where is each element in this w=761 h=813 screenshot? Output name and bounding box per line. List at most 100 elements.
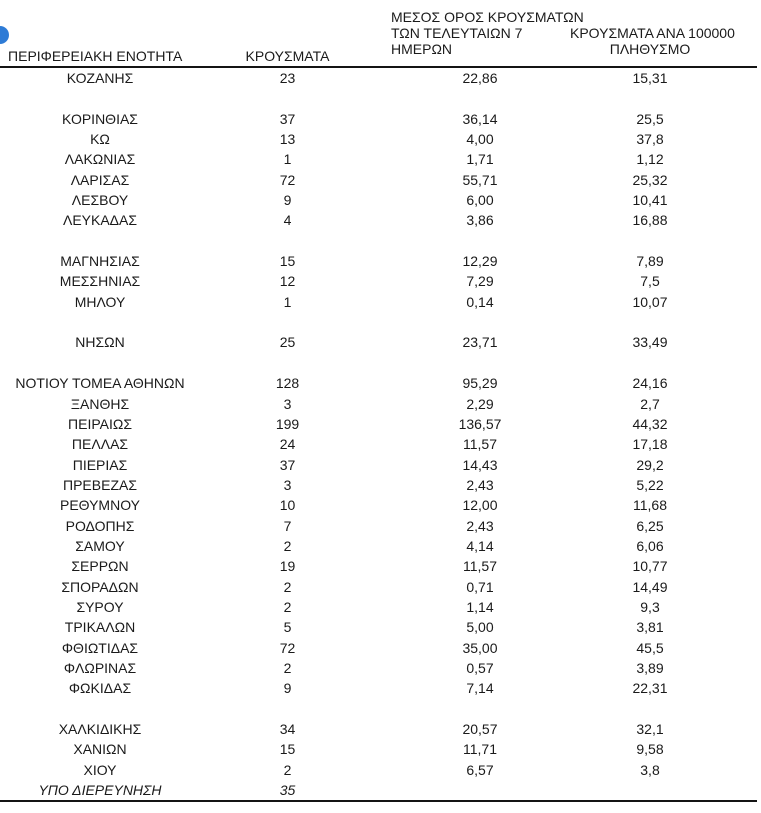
cell-cases: 15 (279, 253, 296, 270)
cell-region: ΧΑΝΙΩΝ (73, 741, 127, 758)
table-row: ΛΑΚΩΝΙΑΣ 1 1,71 1,12 (0, 149, 757, 169)
table-row: ΣΥΡΟΥ 2 1,14 9,3 (0, 597, 757, 617)
cell-cases: 1 (283, 151, 292, 168)
table-row: ΦΘΙΩΤΙΔΑΣ 72 35,00 45,5 (0, 638, 757, 658)
cell-cases: 9 (283, 192, 292, 209)
cell-per100k: 24,16 (632, 375, 668, 392)
cell-per100k: 7,5 (640, 273, 660, 290)
table-row: ΜΗΛΟΥ 1 0,14 10,07 (0, 292, 757, 312)
table-row: ΠΡΕΒΕΖΑΣ 3 2,43 5,22 (0, 475, 757, 495)
cell-avg7: 14,43 (462, 456, 498, 473)
table-row: ΠΙΕΡΙΑΣ 37 14,43 29,2 (0, 455, 757, 475)
cell-cases: 10 (279, 497, 296, 514)
cell-per100k: 3,81 (636, 619, 664, 636)
cell-region: ΣΑΜΟΥ (75, 537, 125, 554)
cell-cases: 4 (283, 212, 292, 229)
cell-per100k: 9,58 (636, 741, 664, 758)
cell-per100k: 10,41 (632, 192, 668, 209)
cell-region: ΜΗΛΟΥ (74, 293, 126, 310)
table-row: ΡΟΔΟΠΗΣ 7 2,43 6,25 (0, 516, 757, 536)
logo-fragment-icon (0, 26, 9, 44)
cell-avg7: 0,14 (466, 293, 494, 310)
cell-avg7: 23,71 (462, 334, 498, 351)
cell-avg7: 6,57 (466, 761, 494, 778)
cell-region: ΧΙΟΥ (83, 761, 117, 778)
cell-per100k: 6,25 (636, 517, 664, 534)
cell-region: ΣΕΡΡΩΝ (71, 558, 129, 575)
cell-avg7: 11,57 (463, 436, 497, 453)
cell-avg7: 2,29 (466, 395, 494, 412)
table-row: ΛΑΡΙΣΑΣ 72 55,71 25,32 (0, 170, 757, 190)
cell-cases: 19 (279, 558, 296, 575)
cell-region: ΚΟΡΙΝΘΙΑΣ (62, 110, 138, 127)
table-row: ΞΑΝΘΗΣ 3 2,29 2,7 (0, 394, 757, 414)
table-header-row: ΠΕΡΙΦΕΡΕΙΑΚΗ ΕΝΟΤΗΤΑ ΚΡΟΥΣΜΑΤΑ ΜΕΣΟΣ ΟΡΟ… (0, 0, 757, 68)
table-row: ΛΕΥΚΑΔΑΣ 4 3,86 16,88 (0, 210, 757, 230)
table-row: ΜΕΣΣΗΝΙΑΣ 12 7,29 7,5 (0, 271, 757, 291)
cell-per100k: 16,88 (632, 212, 668, 229)
table-row: ΥΠΟ ΔΙΕΡΕΥΝΗΣΗ 35 (0, 780, 757, 800)
cell-region: ΜΕΣΣΗΝΙΑΣ (59, 273, 141, 290)
cell-region: ΝΗΣΩΝ (75, 334, 125, 351)
cell-avg7: 2,43 (466, 476, 494, 493)
cell-per100k: 25,32 (632, 171, 668, 188)
table-row: ΚΩ 13 4,00 37,8 (0, 129, 757, 149)
cell-per100k: 6,06 (636, 537, 664, 554)
cell-cases: 2 (283, 598, 292, 615)
cell-cases: 5 (283, 619, 292, 636)
cell-cases: 12 (279, 273, 296, 290)
table-row: ΣΑΜΟΥ 2 4,14 6,06 (0, 536, 757, 556)
cell-cases: 3 (283, 476, 292, 493)
table-body: ΚΟΖΑΝΗΣ 23 22,86 15,31 ΚΟΡΙΝΘΙΑΣ 37 36,14 25,5 Κ… (0, 68, 757, 803)
cell-cases: 2 (283, 761, 292, 778)
cell-cases: 23 (279, 70, 296, 86)
table-row: ΦΛΩΡΙΝΑΣ 2 0,57 3,89 (0, 658, 757, 678)
cell-cases: 2 (283, 659, 292, 676)
cell-avg7: 0,57 (466, 659, 494, 676)
cell-avg7: 7,14 (466, 680, 494, 697)
cell-region: ΝΟΤΙΟΥ ΤΟΜΕΑ ΑΘΗΝΩΝ (15, 375, 185, 392)
table-row: ΧΙΟΥ 2 6,57 3,8 (0, 760, 757, 780)
cell-per100k: 44,32 (632, 415, 668, 432)
cell-region: ΥΠΟ ΔΙΕΡΕΥΝΗΣΗ (38, 782, 162, 799)
cell-avg7: 0,71 (466, 578, 494, 595)
cell-avg7: 36,14 (462, 110, 498, 127)
table-row: ΧΑΛΚΙΔΙΚΗΣ 34 20,57 32,1 (0, 719, 757, 739)
table-row: ΜΑΓΝΗΣΙΑΣ 15 12,29 7,89 (0, 251, 757, 271)
cell-per100k: 5,22 (636, 476, 664, 493)
cell-avg7: 11,57 (463, 558, 497, 575)
cell-region: ΦΩΚΙΔΑΣ (68, 680, 132, 697)
cell-cases: 1 (283, 293, 292, 310)
table-row: ΤΡΙΚΑΛΩΝ 5 5,00 3,81 (0, 617, 757, 637)
table-row: ΧΑΝΙΩΝ 15 11,71 9,58 (0, 739, 757, 759)
cell-avg7: 4,14 (466, 537, 494, 554)
cell-region: ΡΕΘΥΜΝΟΥ (59, 497, 140, 514)
cell-per100k: 3,8 (640, 761, 660, 778)
cell-cases: 7 (283, 517, 292, 534)
cell-avg7: 5,00 (466, 619, 494, 636)
cell-cases: 72 (279, 639, 296, 656)
table-row: ΣΕΡΡΩΝ 19 11,57 10,77 (0, 556, 757, 576)
table-row: ΦΩΚΙΔΑΣ 9 7,14 22,31 (0, 678, 757, 698)
cell-per100k: 11,68 (633, 497, 667, 514)
cell-per100k: 10,77 (632, 558, 668, 575)
cell-avg7: 136,57 (458, 415, 502, 432)
cell-per100k: 17,18 (632, 436, 668, 453)
cell-avg7: 7,29 (466, 273, 494, 290)
table-row: ΠΕΙΡΑΙΩΣ 199 136,57 44,32 (0, 414, 757, 434)
cell-cases: 128 (275, 375, 300, 392)
table-row: ΝΗΣΩΝ 25 23,71 33,49 (0, 332, 757, 352)
cell-region: ΠΕΛΛΑΣ (71, 436, 129, 453)
cell-per100k: 7,89 (636, 253, 664, 270)
cell-region: ΧΑΛΚΙΔΙΚΗΣ (58, 721, 142, 737)
cell-region: ΠΙΕΡΙΑΣ (72, 456, 128, 473)
cell-avg7: 35,00 (462, 639, 498, 656)
cell-cases: 3 (283, 395, 292, 412)
cell-cases: 2 (283, 578, 292, 595)
table-row: ΠΕΛΛΑΣ 24 11,57 17,18 (0, 434, 757, 454)
cell-cases: 37 (279, 456, 296, 473)
cell-avg7: 1,14 (466, 598, 494, 615)
cell-region: ΜΑΓΝΗΣΙΑΣ (60, 253, 140, 270)
cell-cases: 35 (279, 782, 296, 799)
